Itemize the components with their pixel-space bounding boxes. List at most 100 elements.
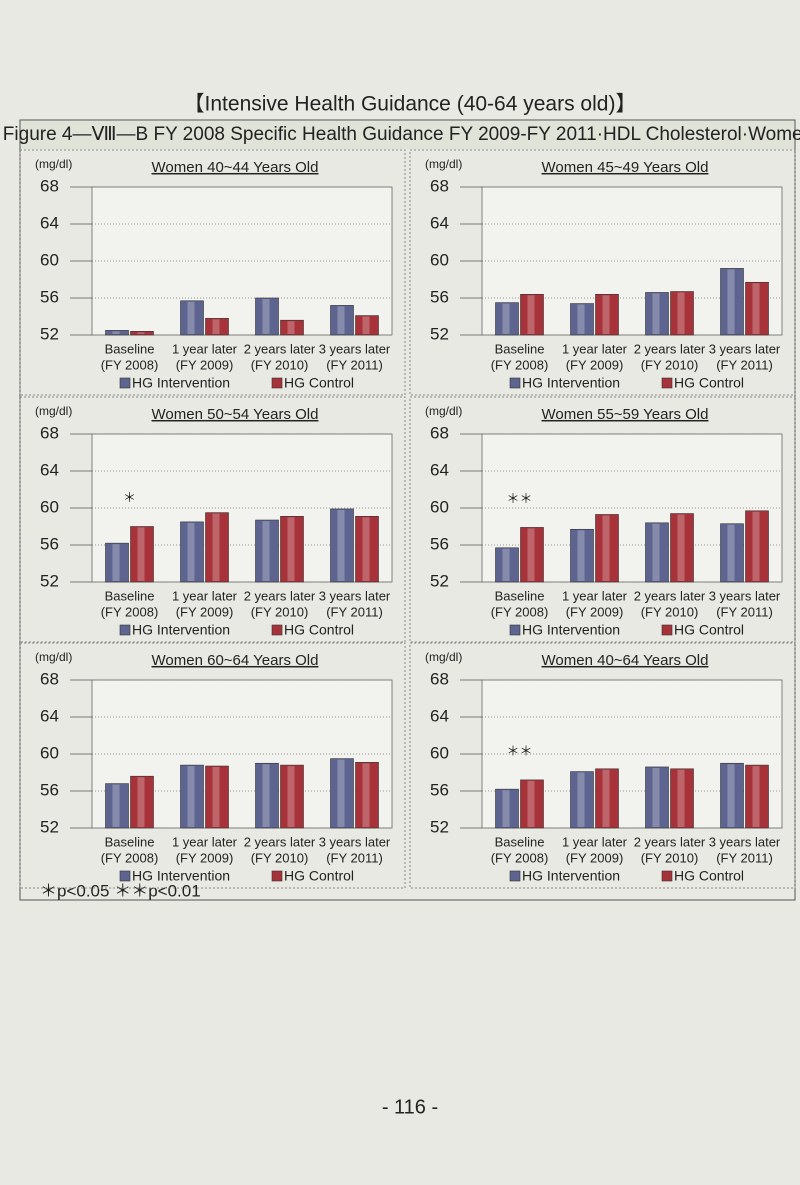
x-tick-label: Baseline <box>495 341 545 356</box>
bar-highlight <box>212 319 220 334</box>
panel-frame <box>409 396 796 643</box>
significance-mark: ＊＊ <box>506 743 532 758</box>
bar-highlight <box>337 509 345 581</box>
y-tick-label: 68 <box>430 176 449 195</box>
legend-swatch <box>271 377 283 389</box>
chart-panel: (mg/dl) Women 45~49 Years Old 52 56 60 64 68 Ba… <box>409 149 796 396</box>
x-tick-sublabel: (FY 2008) <box>101 604 159 619</box>
x-tick-label: 3 years later <box>709 588 781 603</box>
bar-highlight <box>137 332 145 334</box>
bar <box>105 330 129 336</box>
x-tick-sublabel: (FY 2009) <box>566 850 624 865</box>
bar <box>330 758 354 829</box>
bar <box>280 516 304 583</box>
y-axis-label: (mg/dl) <box>425 404 462 418</box>
legend-swatch <box>271 870 283 882</box>
bar <box>495 547 519 583</box>
legend-swatch <box>509 870 521 882</box>
legend-swatch <box>661 870 673 882</box>
y-tick-label: 60 <box>430 250 449 269</box>
chart-title: Women 60~64 Years Old <box>152 652 319 669</box>
bar <box>595 514 619 583</box>
panel-frame <box>409 149 796 396</box>
y-tick-label: 68 <box>40 669 59 688</box>
bar <box>520 779 544 829</box>
bar <box>670 291 694 336</box>
y-tick-label: 52 <box>40 324 59 343</box>
y-tick-label: 68 <box>40 176 59 195</box>
x-tick-label: 2 years later <box>634 588 706 603</box>
bar <box>720 268 744 336</box>
x-tick-label: Baseline <box>105 588 155 603</box>
bar-highlight <box>602 295 610 334</box>
bar <box>255 519 279 583</box>
bar-highlight <box>337 306 345 334</box>
x-tick-label: 2 years later <box>244 834 316 849</box>
bar <box>255 762 279 829</box>
x-tick-sublabel: (FY 2009) <box>176 357 234 372</box>
bar-highlight <box>187 522 195 581</box>
chart-panel: (mg/dl) Women 60~64 Years Old 52 56 60 64 68 Ba… <box>19 642 406 889</box>
y-tick-label: 60 <box>40 497 59 516</box>
bar <box>720 523 744 583</box>
bar <box>105 783 129 829</box>
bar <box>280 319 304 336</box>
bar-highlight <box>502 548 510 581</box>
bar <box>520 294 544 336</box>
y-tick-label: 64 <box>40 213 59 232</box>
legend-swatch <box>509 377 521 389</box>
legend-label: HG Intervention <box>132 868 230 884</box>
x-tick-label: 3 years later <box>709 341 781 356</box>
y-tick-label: 56 <box>40 287 59 306</box>
x-tick-label: 1 year later <box>562 588 628 603</box>
chart-title: Women 40~64 Years Old <box>542 652 709 669</box>
legend-label: HG Intervention <box>522 868 620 884</box>
x-tick-label: 2 years later <box>244 341 316 356</box>
y-tick-label: 64 <box>430 213 449 232</box>
footnote: ＊p<0.05 ＊＊p<0.01 <box>40 881 201 900</box>
bar-highlight <box>727 524 735 581</box>
chart-panel: (mg/dl) Women 40~64 Years Old 52 56 60 64 68 Ba… <box>409 642 796 889</box>
y-axis-label: (mg/dl) <box>35 404 72 418</box>
y-tick-label: 60 <box>40 743 59 762</box>
bar <box>645 522 669 583</box>
bar-highlight <box>527 780 535 827</box>
chart-title: Women 45~49 Years Old <box>542 159 709 176</box>
bar <box>570 303 594 336</box>
y-axis-label: (mg/dl) <box>35 157 72 171</box>
figure-title-band <box>21 121 794 149</box>
x-tick-label: 1 year later <box>562 834 628 849</box>
bar-highlight <box>362 517 370 581</box>
bar-highlight <box>527 528 535 581</box>
chart-panel: (mg/dl) Women 55~59 Years Old 52 56 60 64 68 Ba… <box>409 396 796 643</box>
x-tick-sublabel: (FY 2011) <box>326 850 383 865</box>
bar-highlight <box>502 790 510 827</box>
bar <box>355 516 379 583</box>
bar-highlight <box>287 766 295 827</box>
bar <box>670 513 694 583</box>
x-tick-sublabel: (FY 2011) <box>716 850 773 865</box>
x-tick-sublabel: (FY 2011) <box>716 357 773 372</box>
bar-highlight <box>727 764 735 827</box>
bar-highlight <box>602 769 610 827</box>
x-tick-label: 3 years later <box>319 588 391 603</box>
bar <box>130 775 154 829</box>
bar <box>355 315 379 336</box>
chart-title: Women 55~59 Years Old <box>542 406 709 423</box>
bar <box>255 297 279 336</box>
x-tick-label: 3 years later <box>319 834 391 849</box>
y-tick-label: 60 <box>430 497 449 516</box>
bar <box>130 526 154 583</box>
y-tick-label: 52 <box>40 571 59 590</box>
bar-highlight <box>652 523 660 581</box>
bar <box>645 766 669 829</box>
x-tick-label: 3 years later <box>319 341 391 356</box>
chart-title: Women 50~54 Years Old <box>152 406 319 423</box>
x-tick-sublabel: (FY 2008) <box>101 850 159 865</box>
x-tick-sublabel: (FY 2009) <box>176 850 234 865</box>
legend-label: HG Intervention <box>132 622 230 638</box>
x-tick-sublabel: (FY 2010) <box>251 357 309 372</box>
panel-frame <box>409 642 796 889</box>
bar-highlight <box>287 517 295 581</box>
